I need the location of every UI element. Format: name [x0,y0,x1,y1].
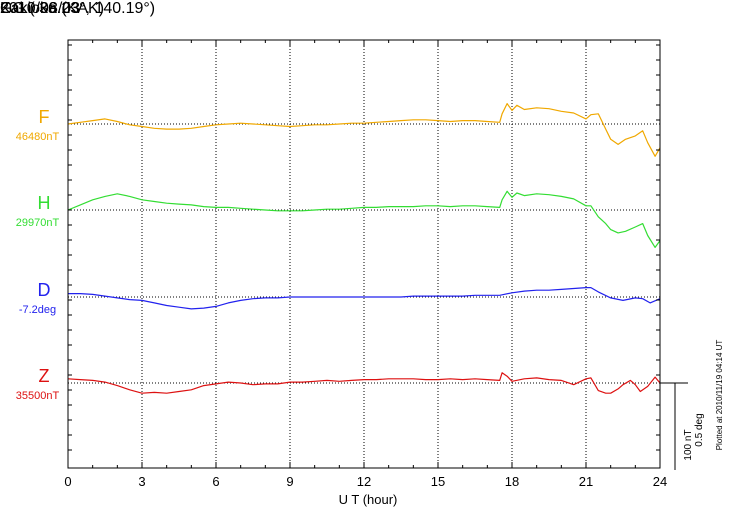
series-z-line [67,372,661,394]
x-tick-label: 0 [64,474,71,489]
x-tick-label: 12 [357,474,371,489]
x-tick-label: 6 [212,474,219,489]
baseline-value-f: 46480nT [15,131,60,143]
component-label-z: Z [38,366,50,386]
component-label-h: H [37,193,51,213]
x-tick-label: 3 [138,474,145,489]
series-d-line [68,287,661,310]
baseline-value-z: 35500nT [15,390,60,402]
scale-label-nt: 100 nT [683,429,694,460]
grid [68,40,660,468]
plot-date: 2010/08/03 [0,0,81,17]
plotted-at-note: Plotted at 2010/11/19 04:14 UT [715,340,724,451]
scale-label-deg: 0.5 deg [694,413,705,446]
series-layer [67,102,661,394]
baseline-value-d: -7.2deg [18,304,57,316]
x-tick-label: 24 [653,474,667,489]
geographic-coordinates: GG ( 36.23°, 140.19°) [0,0,156,17]
axis-ticks: 0 3 6 9 12 15 18 21 24 [64,40,667,489]
station-title: Kakioka (KAK) [0,0,105,17]
series-h-line [67,190,661,248]
scale-bar: 100 nT 0.5 deg [660,382,705,470]
x-tick-label: 18 [505,474,519,489]
x-tick-label: 15 [431,474,445,489]
baseline-value-h: 29970nT [15,217,60,229]
component-label-d: D [37,280,51,300]
x-axis-label: U T (hour) [339,492,398,507]
series-f-line [67,102,661,157]
x-tick-label: 21 [579,474,593,489]
component-label-f: F [38,107,50,127]
x-tick-label: 9 [286,474,293,489]
